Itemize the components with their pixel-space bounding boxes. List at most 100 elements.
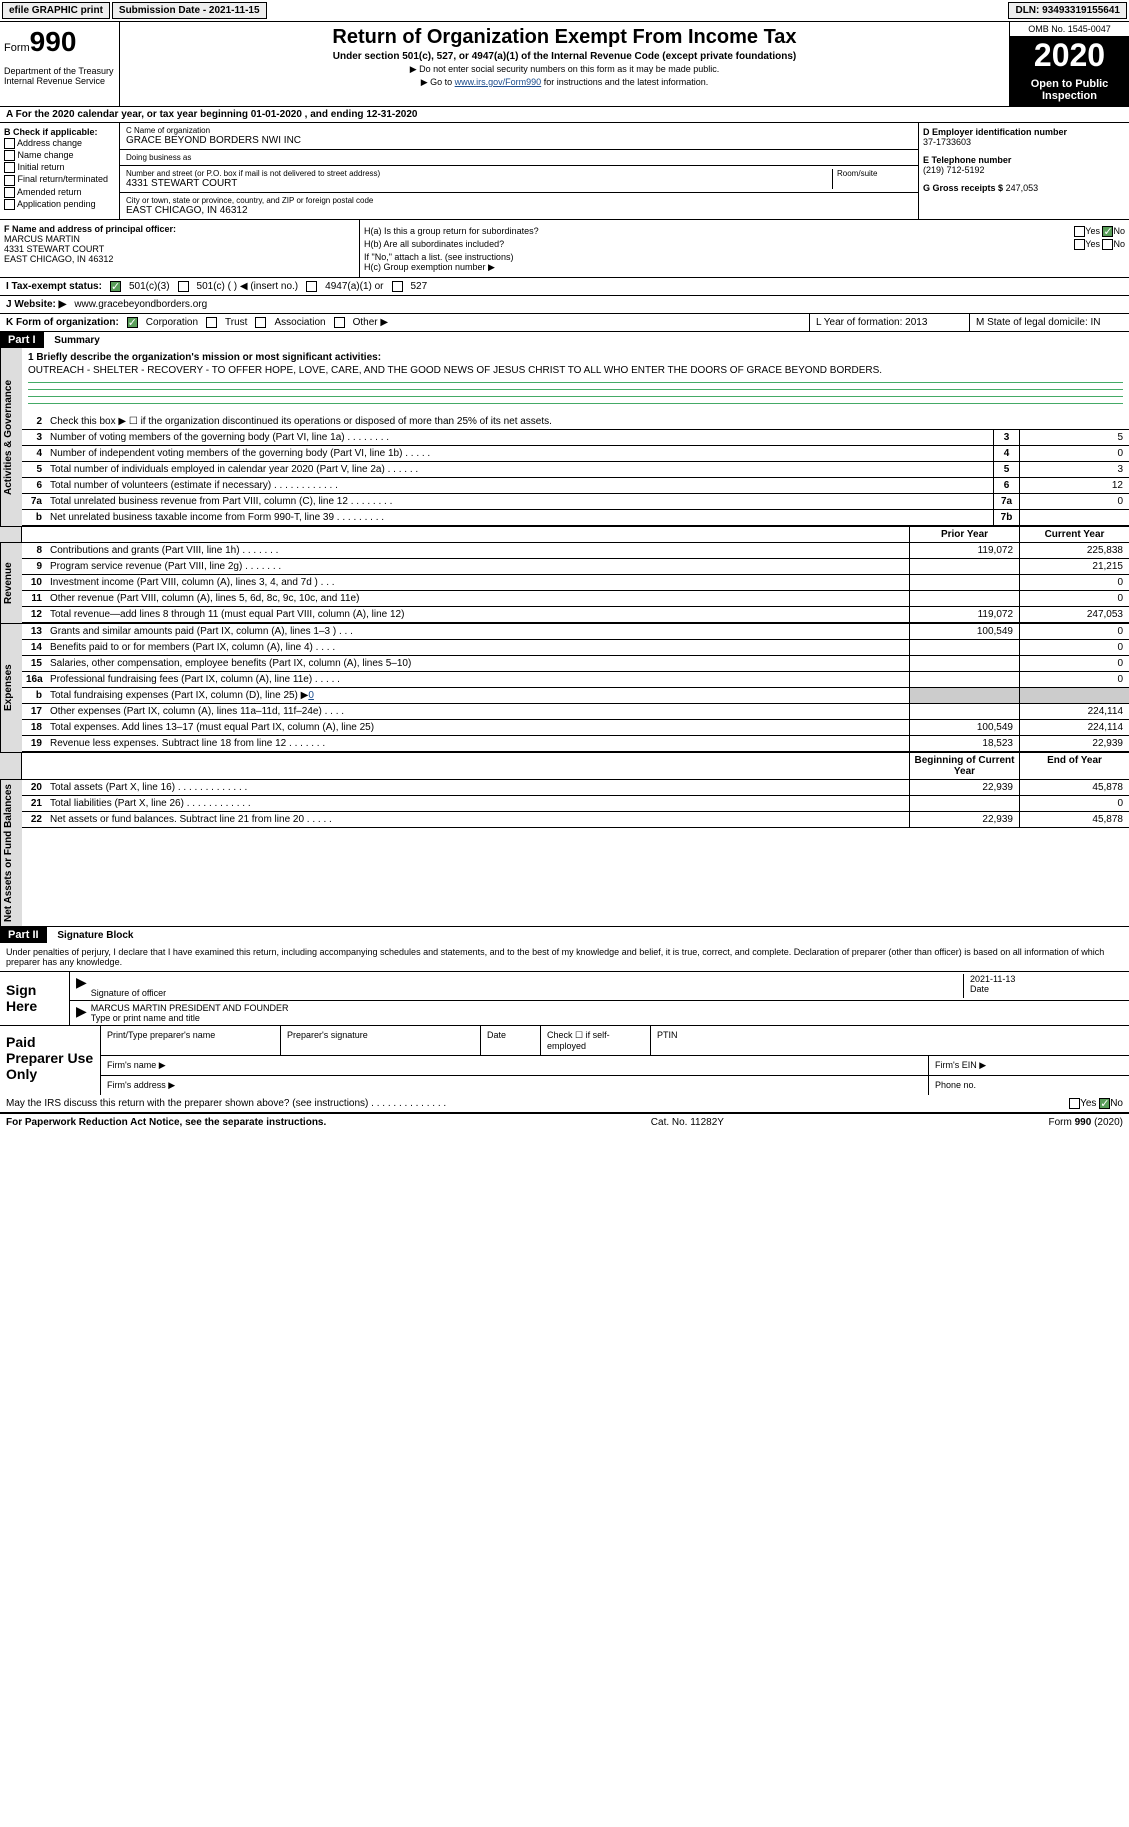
- addr-value: 4331 STEWART COURT: [126, 178, 832, 189]
- form-number-box: Form990 Department of the Treasury Inter…: [0, 22, 120, 106]
- val-11c: 0: [1019, 591, 1129, 606]
- cb-501c[interactable]: [178, 281, 189, 292]
- part2-title: Signature Block: [49, 930, 133, 941]
- row-a-tax-year: A For the 2020 calendar year, or tax yea…: [0, 107, 1129, 123]
- irs-link[interactable]: www.irs.gov/Form990: [455, 77, 542, 87]
- footer-mid: Cat. No. 11282Y: [651, 1117, 724, 1128]
- section-bcde: B Check if applicable: Address change Na…: [0, 123, 1129, 220]
- val-22c: 45,878: [1019, 812, 1129, 827]
- val-5: 3: [1019, 462, 1129, 477]
- val-7b: [1019, 510, 1129, 525]
- val-15p: [909, 656, 1019, 671]
- val-22p: 22,939: [909, 812, 1019, 827]
- part1-label: Part I: [0, 332, 44, 348]
- val-20p: 22,939: [909, 780, 1019, 795]
- addr-label: Number and street (or P.O. box if mail i…: [126, 169, 832, 178]
- line-18: Total expenses. Add lines 13–17 (must eq…: [46, 720, 909, 735]
- val-6: 12: [1019, 478, 1129, 493]
- line-16b: Total fundraising expenses (Part IX, col…: [46, 688, 909, 703]
- dln-label: DLN: 93493319155641: [1008, 2, 1127, 19]
- val-17c: 224,114: [1019, 704, 1129, 719]
- firm-ein-label: Firm's EIN ▶: [929, 1056, 1129, 1075]
- cb-initial-return[interactable]: Initial return: [4, 162, 115, 173]
- note2-post: for instructions and the latest informat…: [541, 77, 708, 87]
- form-title: Return of Organization Exempt From Incom…: [124, 26, 1005, 49]
- line-17: Other expenses (Part IX, column (A), lin…: [46, 704, 909, 719]
- city-label: City or town, state or province, country…: [126, 196, 912, 205]
- hb-yes-cb[interactable]: [1074, 239, 1085, 250]
- side-net-assets: Net Assets or Fund Balances: [0, 780, 22, 926]
- arrow-icon: ▶: [76, 1003, 87, 1023]
- cb-application-pending[interactable]: Application pending: [4, 199, 115, 210]
- eoy-header: End of Year: [1019, 753, 1129, 779]
- form-header: Form990 Department of the Treasury Inter…: [0, 22, 1129, 107]
- officer-addr1: 4331 STEWART COURT: [4, 244, 355, 254]
- line-6: Total number of volunteers (estimate if …: [46, 478, 993, 493]
- line-9: Program service revenue (Part VIII, line…: [46, 559, 909, 574]
- line-13: Grants and similar amounts paid (Part IX…: [46, 624, 909, 639]
- efile-button[interactable]: efile GRAPHIC print: [2, 2, 110, 19]
- line-4: Number of independent voting members of …: [46, 446, 993, 461]
- val-13c: 0: [1019, 624, 1129, 639]
- line-20: Total assets (Part X, line 16) . . . . .…: [46, 780, 909, 795]
- cb-4947[interactable]: [306, 281, 317, 292]
- cb-amended-return[interactable]: Amended return: [4, 187, 115, 198]
- col-b-checkboxes: B Check if applicable: Address change Na…: [0, 123, 120, 219]
- val-20c: 45,878: [1019, 780, 1129, 795]
- ha-no-cb[interactable]: [1102, 226, 1113, 237]
- line-19: Revenue less expenses. Subtract line 18 …: [46, 736, 909, 751]
- sig-date-label: Date: [970, 984, 1123, 994]
- line-10: Investment income (Part VIII, column (A)…: [46, 575, 909, 590]
- line-7a: Total unrelated business revenue from Pa…: [46, 494, 993, 509]
- prior-year-header: Prior Year: [909, 527, 1019, 542]
- val-10p: [909, 575, 1019, 590]
- val-16ac: 0: [1019, 672, 1129, 687]
- discuss-row: May the IRS discuss this return with the…: [0, 1095, 1129, 1113]
- ha-yes-cb[interactable]: [1074, 226, 1085, 237]
- cb-corporation[interactable]: [127, 317, 138, 328]
- val-19p: 18,523: [909, 736, 1019, 751]
- ha-label: H(a) Is this a group return for subordin…: [364, 226, 539, 237]
- line-16a: Professional fundraising fees (Part IX, …: [46, 672, 909, 687]
- val-17p: [909, 704, 1019, 719]
- discuss-text: May the IRS discuss this return with the…: [6, 1098, 446, 1109]
- topbar-left: efile GRAPHIC print Submission Date - 20…: [2, 2, 267, 19]
- form-number: 990: [30, 26, 77, 57]
- cb-name-change[interactable]: Name change: [4, 150, 115, 161]
- part1-title: Summary: [46, 335, 100, 346]
- val-15c: 0: [1019, 656, 1129, 671]
- line-15: Salaries, other compensation, employee b…: [46, 656, 909, 671]
- cb-final-return[interactable]: Final return/terminated: [4, 174, 115, 185]
- cb-501c3[interactable]: [110, 281, 121, 292]
- col-h-group: H(a) Is this a group return for subordin…: [360, 220, 1129, 277]
- val-16ap: [909, 672, 1019, 687]
- title-box: Return of Organization Exempt From Incom…: [120, 22, 1009, 106]
- discuss-yes-cb[interactable]: [1069, 1098, 1080, 1109]
- note-1: ▶ Do not enter social security numbers o…: [124, 64, 1005, 75]
- row-j-label: J Website: ▶: [6, 299, 66, 310]
- val-12p: 119,072: [909, 607, 1019, 622]
- col-de: D Employer identification number37-17336…: [919, 123, 1129, 219]
- val-8p: 119,072: [909, 543, 1019, 558]
- val-18p: 100,549: [909, 720, 1019, 735]
- cb-527[interactable]: [392, 281, 403, 292]
- cb-other[interactable]: [334, 317, 345, 328]
- preparer-name-label: Print/Type preparer's name: [101, 1026, 281, 1055]
- line-5: Total number of individuals employed in …: [46, 462, 993, 477]
- discuss-no-cb[interactable]: [1099, 1098, 1110, 1109]
- cb-trust[interactable]: [206, 317, 217, 328]
- paid-preparer-row: Paid Preparer Use Only Print/Type prepar…: [0, 1025, 1129, 1095]
- val-14c: 0: [1019, 640, 1129, 655]
- hb-no-cb[interactable]: [1102, 239, 1113, 250]
- ein-value: 37-1733603: [923, 137, 1125, 147]
- footer-left: For Paperwork Reduction Act Notice, see …: [6, 1117, 326, 1128]
- row-i-tax-status: I Tax-exempt status: 501(c)(3) 501(c) ( …: [0, 278, 1129, 296]
- cb-association[interactable]: [255, 317, 266, 328]
- row-k-form-org: K Form of organization: Corporation Trus…: [0, 314, 809, 331]
- submission-date: Submission Date - 2021-11-15: [112, 2, 267, 19]
- val-9p: [909, 559, 1019, 574]
- mission-label: 1 Briefly describe the organization's mi…: [28, 352, 1123, 363]
- website-value: www.gracebeyondborders.org: [74, 299, 207, 310]
- cb-address-change[interactable]: Address change: [4, 138, 115, 149]
- val-21c: 0: [1019, 796, 1129, 811]
